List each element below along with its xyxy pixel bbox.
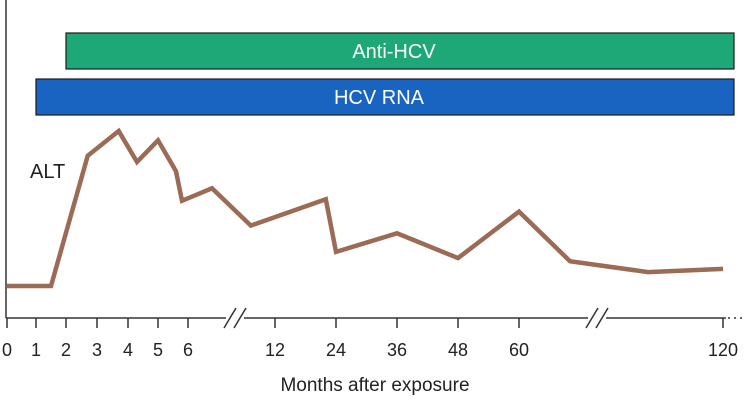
alt-series-label: ALT [30, 161, 65, 183]
x-tick-label: 24 [326, 340, 346, 360]
x-tick-label: 1 [31, 340, 41, 360]
x-tick-label: 5 [153, 340, 163, 360]
alt-series-line [7, 127, 724, 289]
x-tick-label: 48 [448, 340, 468, 360]
bar-label: HCV RNA [334, 87, 425, 109]
x-tick-label: 0 [2, 340, 12, 360]
axis-break-mark [585, 307, 599, 329]
axis-break-mark [223, 307, 237, 329]
x-tick-label: 4 [123, 340, 133, 360]
x-tick-label: 12 [265, 340, 285, 360]
axis-break-mark [595, 307, 609, 329]
axis-break-mark [233, 307, 247, 329]
bar-label: Anti-HCV [352, 41, 436, 63]
x-tick-label: 6 [183, 340, 193, 360]
x-tick-label: 3 [92, 340, 102, 360]
bar-hcv-rna [35, 78, 735, 116]
x-tick-label: 36 [387, 340, 407, 360]
bar-anti-hcv [65, 32, 735, 70]
x-tick-label: 2 [61, 340, 71, 360]
x-tick-label: 120 [708, 340, 738, 360]
x-axis-title: Months after exposure [280, 375, 469, 396]
x-tick-label: 60 [509, 340, 529, 360]
